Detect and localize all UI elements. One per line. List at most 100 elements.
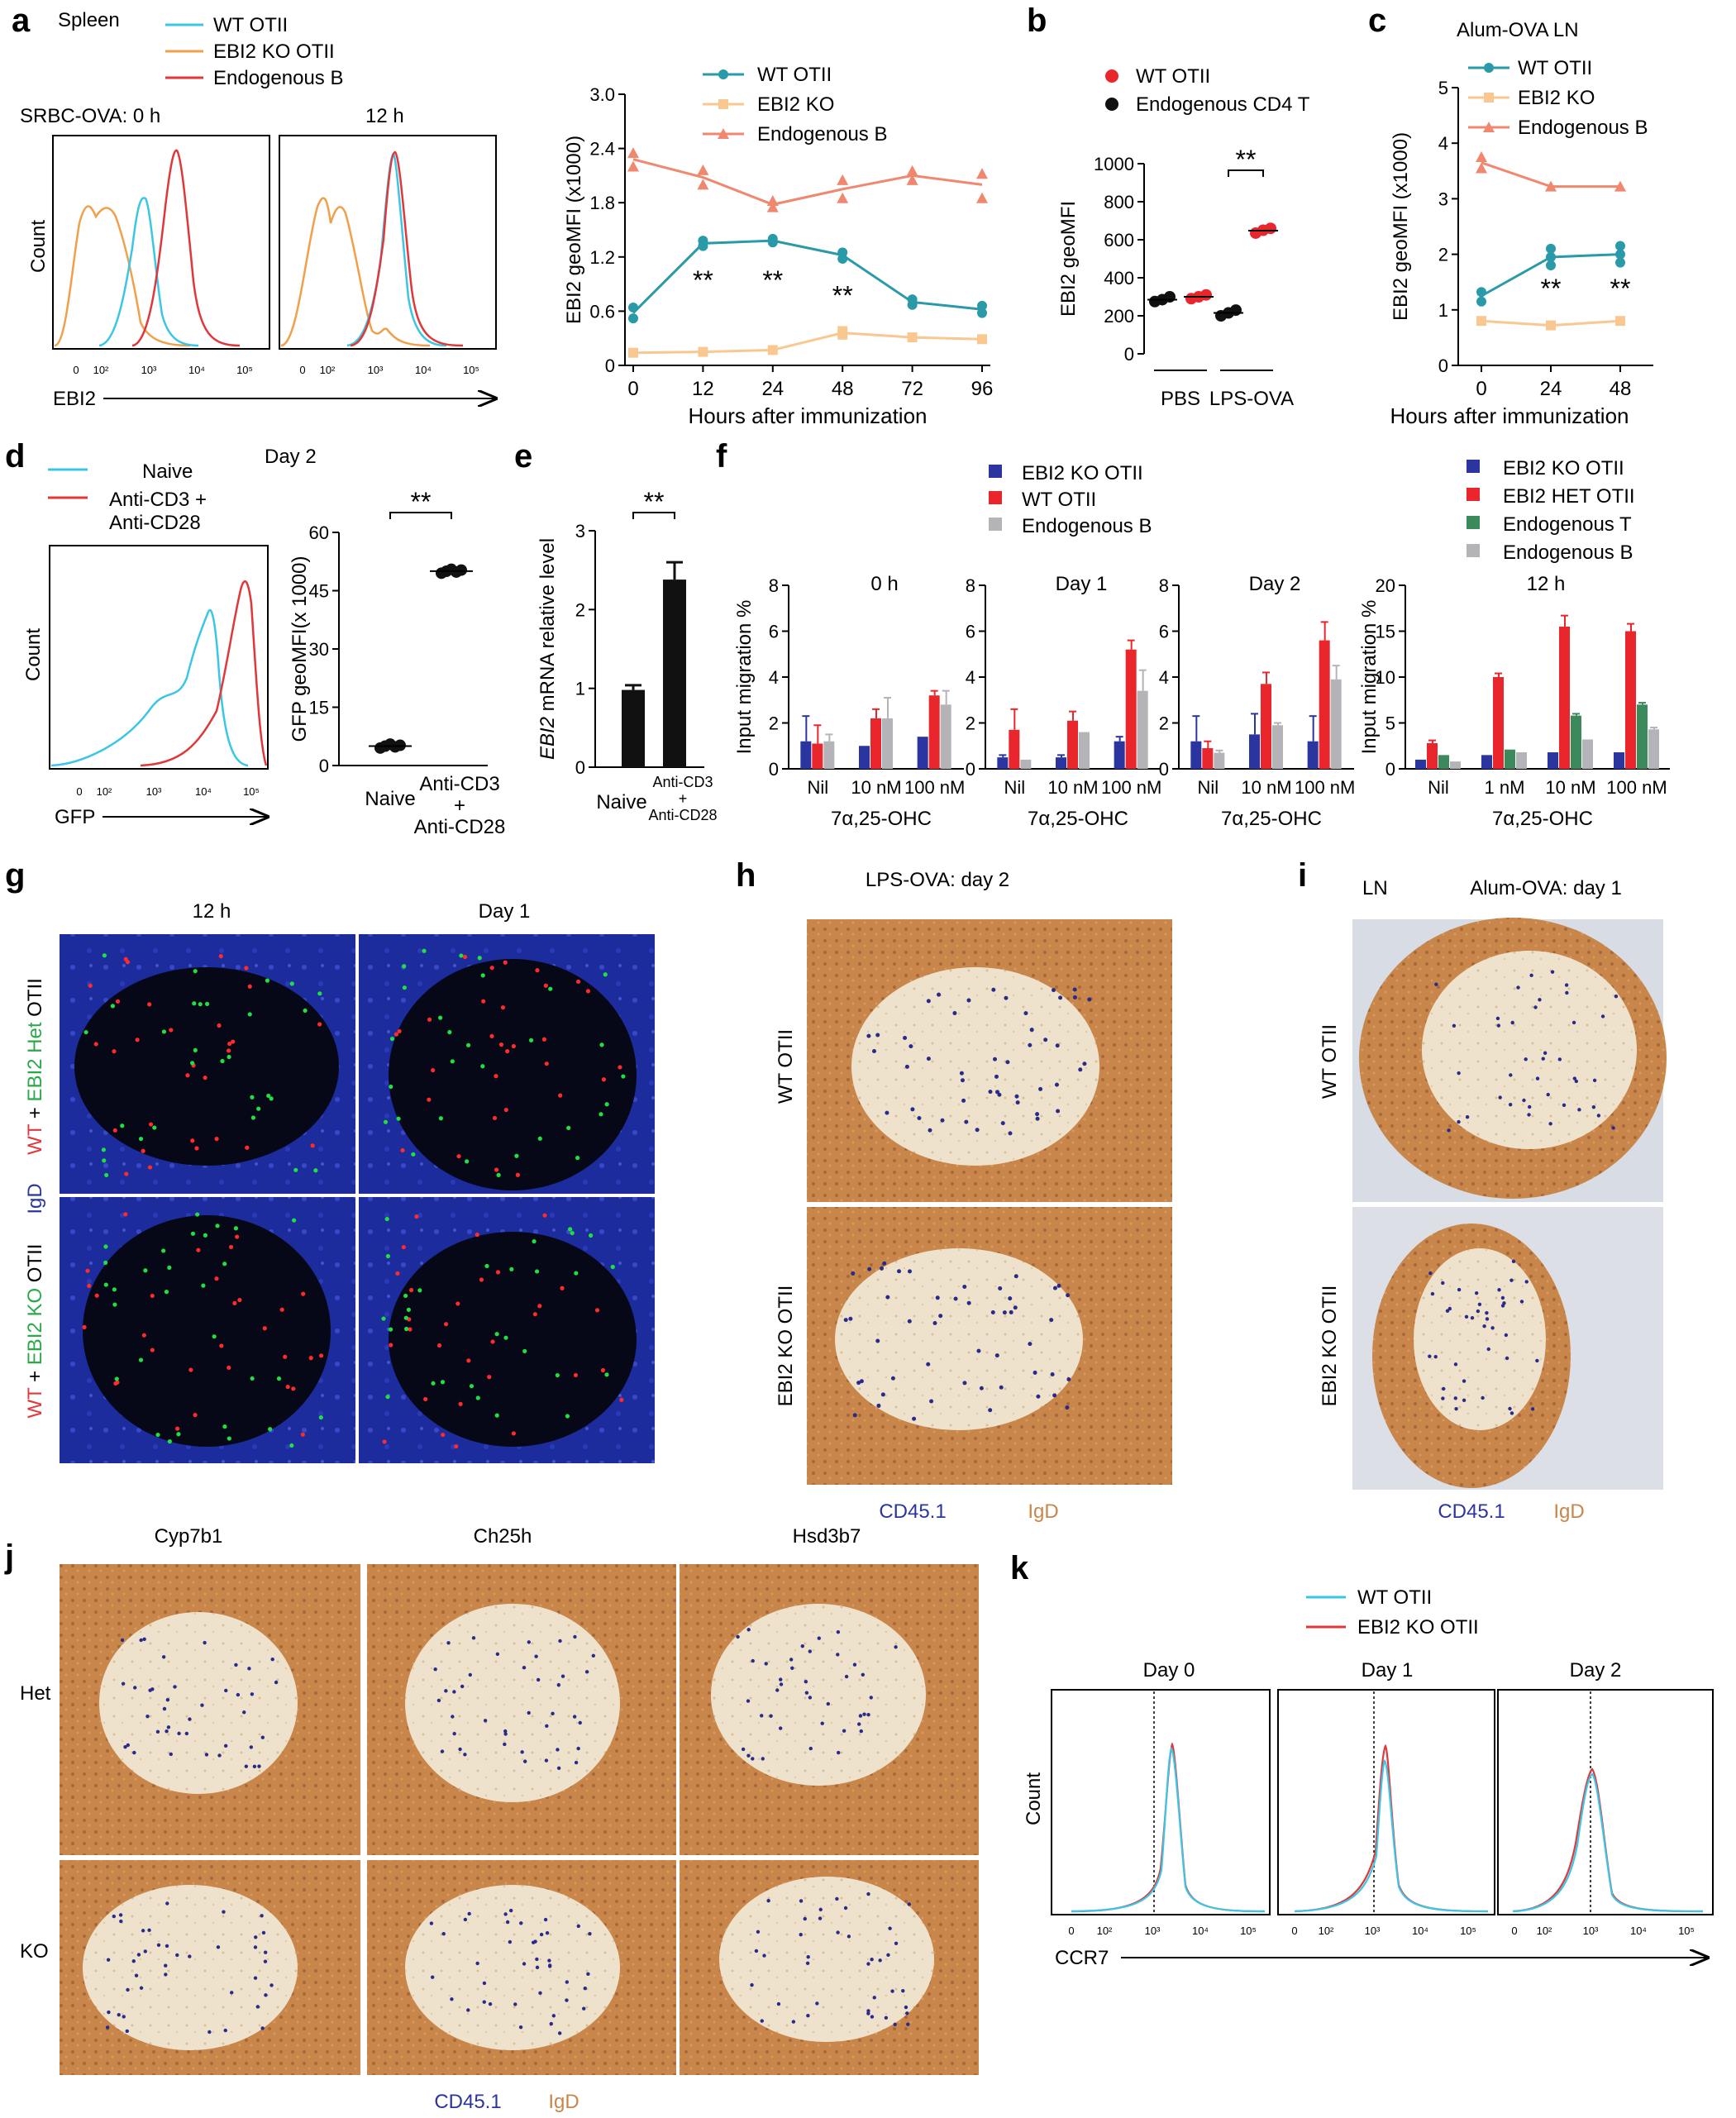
cd45-cell — [1013, 1274, 1018, 1279]
f-bar — [1637, 704, 1648, 769]
cd45-cell — [1476, 1309, 1481, 1314]
fluorescent-cell — [603, 972, 608, 977]
cd45-cell — [488, 2002, 493, 2006]
panel-d-tick-0: 0 — [76, 785, 82, 798]
panel-letter-b: b — [1027, 2, 1047, 39]
a-data-point — [837, 326, 848, 336]
fluorescent-cell — [427, 1097, 432, 1102]
f1-y-tick-label: 2 — [966, 713, 975, 734]
cd45-cell — [1562, 1103, 1567, 1108]
cd45-cell — [1509, 1411, 1514, 1415]
cd45-cell — [452, 1690, 456, 1694]
cd45-cell — [527, 1640, 532, 1644]
fluorescent-cell — [203, 1076, 207, 1080]
cd45-cell — [1524, 1057, 1528, 1061]
fluorescent-cell — [503, 1107, 508, 1113]
cd45-cell — [165, 1901, 169, 1906]
cd45-cell — [250, 1692, 255, 1696]
b-data-point — [1200, 289, 1212, 301]
cd45-cell — [588, 1931, 592, 1936]
fluorescent-cell — [82, 1324, 87, 1329]
panel-k-title-day1: Day 1 — [1362, 1659, 1414, 1682]
a-data-point — [767, 233, 778, 244]
cd45-cell — [805, 1961, 810, 1965]
cd45-cell — [1052, 1286, 1057, 1290]
panel-g-row2-label: WT + EBI2 KO OTII — [24, 1244, 46, 1419]
cd45-cell — [808, 1649, 812, 1653]
cd45-cell — [1004, 995, 1009, 1000]
a-data-point — [976, 192, 988, 203]
fluorescent-cell — [185, 1073, 190, 1078]
cd45-cell — [764, 1662, 768, 1666]
panel-a-tick-4: 10⁵ — [236, 364, 253, 376]
cd45-cell — [150, 1687, 155, 1691]
cd45-cell — [1511, 1259, 1516, 1263]
legend-d-naive: Naive — [142, 460, 193, 483]
panel-d-xlabel: GFP — [55, 806, 95, 828]
panel-a-hist-title-0h: SRBC-OVA: 0 h — [20, 105, 160, 127]
panel-j-col-ch25h: Ch25h — [474, 1525, 532, 1548]
fluorescent-cell — [190, 1061, 195, 1066]
cd45-cell — [161, 1655, 166, 1659]
cd45-cell — [173, 1685, 177, 1689]
panel-a-histograms: Spleen WT OTII EBI2 KO OTII Endogenous B… — [20, 9, 496, 410]
fluorescent-cell — [417, 1288, 422, 1293]
cd45-cell — [851, 1271, 856, 1276]
fluorescent-cell — [509, 1267, 514, 1271]
cd45-cell — [134, 1973, 139, 1977]
fluorescent-cell — [515, 1172, 521, 1177]
cd45-cell — [1572, 1076, 1577, 1080]
a-y-tick-label: 1.2 — [589, 247, 615, 268]
panel-k-frame-1 — [1051, 1689, 1271, 1915]
cd45-cell — [859, 1729, 863, 1734]
panel-a-hist1-endo — [131, 149, 241, 347]
cd45-cell — [556, 1766, 561, 1771]
cd45-cell — [136, 1953, 141, 1957]
fluorescent-cell — [135, 1038, 140, 1042]
f-bar — [1067, 720, 1078, 769]
panel-j-stain-cd45: CD45.1 — [434, 2091, 501, 2113]
panel-k-frame-3 — [1497, 1689, 1714, 1915]
fluorescent-cell — [250, 1115, 255, 1120]
panel-f-legend-right: EBI2 KO OTII EBI2 HET OTII Endogenous T … — [1467, 457, 1635, 564]
cd45-cell — [556, 1748, 560, 1752]
panel-g-row1-label: WT + EBI2 Het OTII — [24, 978, 46, 1155]
fluorescent-cell — [558, 1093, 563, 1098]
fluorescent-cell — [544, 1061, 549, 1066]
f-x-tick-label: 100 nM — [1606, 777, 1667, 798]
c-y-tick-label: 0 — [1438, 355, 1448, 376]
cd45-cell — [779, 1677, 783, 1682]
cd45-cell — [584, 1670, 589, 1674]
fluorescent-cell — [469, 1384, 475, 1389]
cd45-cell — [132, 1750, 136, 1755]
cd45-cell — [165, 1729, 169, 1734]
fluorescent-cell — [102, 1158, 107, 1163]
cd45-cell — [897, 1269, 902, 1274]
f2-y-tick-label: 2 — [1159, 713, 1169, 734]
legend-a-wt: WT OTII — [757, 64, 832, 86]
cd45-cell — [1541, 1057, 1545, 1061]
cd45-cell — [1462, 1379, 1467, 1383]
f-bar — [1548, 752, 1558, 769]
cd45-cell — [1457, 1119, 1461, 1124]
fluorescent-cell — [227, 1365, 231, 1370]
cd45-cell — [736, 1634, 740, 1639]
cd45-cell — [169, 1752, 173, 1757]
c-significance: ** — [1610, 274, 1631, 303]
panel-j-cells — [105, 1628, 911, 2035]
panel-a-tick-9: 10⁵ — [463, 364, 479, 376]
cd45-cell — [843, 1318, 848, 1323]
fluorescent-cell — [112, 1128, 117, 1133]
fluorescent-cell — [212, 1334, 217, 1339]
fluorescent-cell — [164, 1290, 169, 1295]
fluorescent-cell — [235, 1234, 240, 1239]
cd45-cell — [166, 1725, 171, 1729]
cd45-cell — [253, 1945, 258, 1949]
fluorescent-cell — [389, 1084, 393, 1090]
f-x-tick-label: Nil — [1197, 777, 1219, 798]
cd45-cell — [836, 1653, 840, 1657]
c-data-point — [1615, 257, 1625, 268]
panel-i-row-ko: EBI2 KO OTII — [1319, 1286, 1341, 1407]
cd45-cell — [751, 1658, 755, 1663]
e-bar — [622, 689, 645, 767]
